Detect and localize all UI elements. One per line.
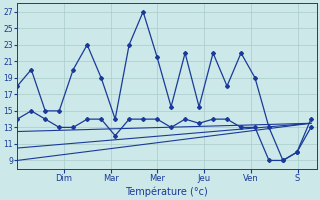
X-axis label: Température (°c): Température (°c) [125,186,208,197]
